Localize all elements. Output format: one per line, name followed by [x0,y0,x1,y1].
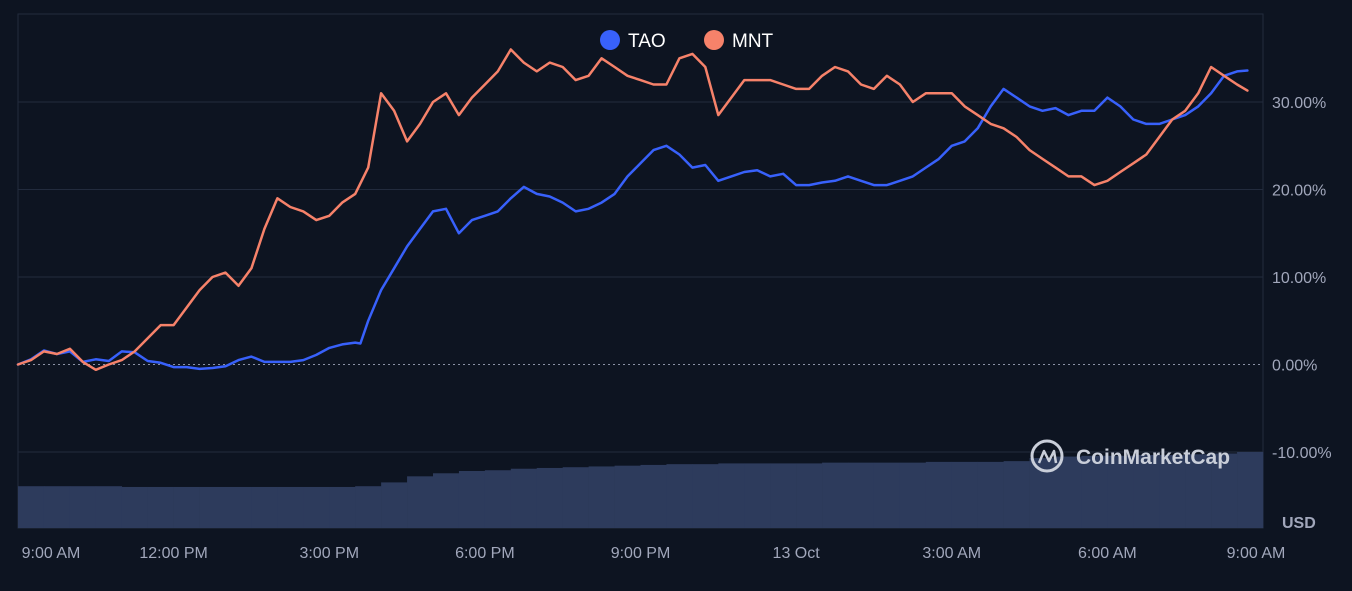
volume-bar [848,462,875,528]
volume-bar [770,463,797,528]
volume-bar [1003,461,1030,528]
volume-bar [873,462,901,528]
volume-bar [173,486,200,528]
legend-tao-dot [600,30,620,50]
volume-bar [277,486,304,528]
series-lines [16,48,1249,372]
volume-bar [1237,452,1264,528]
coinmarketcap-logo-icon [1030,439,1064,473]
volume-bar [1133,455,1160,528]
volume-bar [562,467,589,528]
legend-mnt-label[interactable]: MNT [732,31,774,52]
volume-bar [18,486,45,528]
volume-bar [796,463,823,528]
volume-bar [588,466,615,528]
legend-tao-label[interactable]: TAO [628,31,666,52]
volume-bar [510,468,538,528]
volume-bar [433,473,460,528]
x-tick-label: 9:00 AM [1227,545,1286,562]
x-tick-label: 12:00 PM [139,545,207,562]
y-tick-label: 10.00% [1272,270,1326,287]
volume-bar [614,465,641,528]
x-tick-label: 6:00 PM [455,545,515,562]
volume-bar [407,476,434,528]
volume-bar [1185,454,1212,528]
y-axis-ticks: 30.00% 20.00% 10.00% 0.00% -10.00% [1272,95,1332,462]
volume-bars [18,452,1264,528]
volume-bar [251,486,278,528]
volume-bar [329,486,356,528]
y-tick-label: 30.00% [1272,95,1326,112]
volume-bar [1159,455,1186,528]
volume-bar [951,461,978,528]
volume-bar [640,464,667,528]
volume-bar [69,486,97,528]
volume-bar [355,486,382,528]
x-axis-ticks: 9:00 AM 12:00 PM 3:00 PM 6:00 PM 9:00 PM 13 O… [22,545,1286,562]
coinmarketcap-brand: CoinMarketCap [1076,446,1230,469]
volume-bar [666,464,693,528]
y-tick-label: -10.00% [1272,445,1332,462]
volume-bar [977,461,1004,528]
coinmarketcap-watermark: CoinMarketCap [1030,439,1230,473]
legend[interactable]: TAO MNT [600,30,774,52]
volume-bar [1081,455,1108,528]
volume-bar [925,461,953,528]
volume-bar [303,486,330,528]
volume-bar [199,486,226,528]
volume-bar [899,462,927,528]
volume-bar [692,464,719,528]
x-tick-label: 3:00 AM [922,545,981,562]
series-line-mnt[interactable] [16,48,1249,372]
volume-bar [822,462,849,528]
volume-bar [381,482,408,528]
volume-bar [1055,456,1082,528]
volume-bar [536,467,563,528]
volume-bar [95,486,123,528]
x-tick-label: 3:00 PM [299,545,359,562]
volume-bar [121,486,148,528]
y-tick-label: 20.00% [1272,183,1326,200]
unit-label: USD [1282,515,1316,532]
series-line-tao[interactable] [16,69,1249,371]
volume-bar [1107,455,1134,528]
volume-bar [147,486,174,528]
volume-bar [458,471,486,528]
volume-bar [718,463,745,528]
volume-bar [484,470,512,528]
volume-bar [1029,458,1056,528]
volume-bar [225,486,252,528]
legend-mnt-dot [704,30,724,50]
x-tick-label: 9:00 PM [611,545,671,562]
x-tick-label: 13 Oct [773,545,821,562]
volume-bar [744,463,771,528]
x-tick-label: 9:00 AM [22,545,81,562]
y-tick-label: 0.00% [1272,358,1317,375]
x-tick-label: 6:00 AM [1078,545,1137,562]
volume-bar [43,486,71,528]
volume-bar [1211,453,1238,528]
